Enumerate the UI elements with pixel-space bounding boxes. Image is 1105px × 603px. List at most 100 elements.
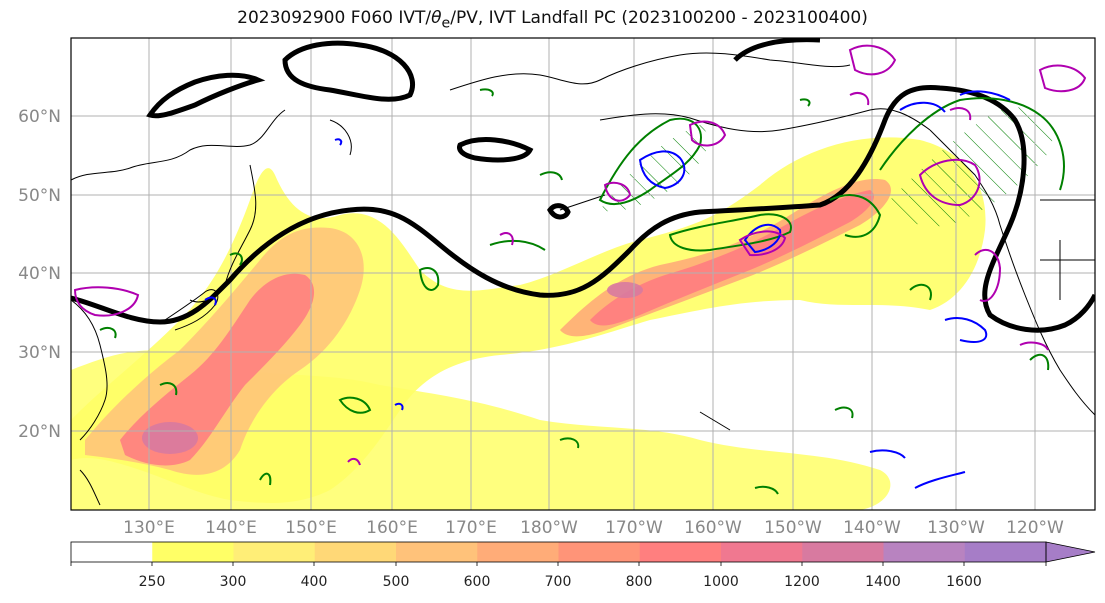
theta-e-contour-jet-entry [499,232,514,246]
lon-label: 150°E [285,518,337,538]
pv-neg-contour-east [944,317,988,343]
pv-contour-coast [879,97,1065,191]
lat-label: 40°N [18,264,61,284]
colorbar-label: 1400 [865,574,901,590]
theta-e-contour-arctic [1038,64,1087,93]
pv-contour-east [829,194,882,238]
lat-label: 50°N [18,186,61,206]
lon-label: 170°E [445,518,497,538]
colorbar: 250 300 400 500 600 700 800 1000 1200 14… [70,541,1096,590]
lon-label: 180°W [520,518,578,538]
ivt-region-pacific-max [607,282,643,298]
pv-contour-mexico [909,283,932,301]
colorbar-swatch [152,542,234,562]
pv-contour-west-4 [99,327,117,339]
lat-label: 20°N [18,422,61,442]
theta-e-contour-california [974,248,1002,302]
ivt-region-west-max [142,422,198,454]
colorbar-swatch [314,542,397,562]
coastline-east-china [71,299,108,441]
lon-label: 130°W [927,518,985,538]
colorbar-swatch [233,542,316,562]
coastline-alaska-north [449,52,851,91]
colorbar-ticks [70,562,1047,566]
jet-contour-small-eddy [547,203,571,220]
pv-contour-aleutians [539,171,563,181]
coastline-north-america [929,129,1095,416]
pv-contour-north-2 [799,98,811,107]
pv-contour-tropics-1 [338,396,372,414]
colorbar-swatch [396,542,478,562]
lon-label: 120°W [1006,518,1064,538]
theta-e-contour-west [73,286,140,317]
latitude-labels: 60°N 50°N 40°N 30°N 20°N [18,107,61,442]
theta-e-contour-west-coast [949,107,972,121]
colorbar-swatch [964,542,1047,562]
lon-label: 130°E [123,518,175,538]
colorbar-swatch [802,542,884,562]
lon-label: 170°W [605,518,663,538]
colorbar-frame [70,541,1047,563]
pv-neg-contour-tropics-1 [869,449,906,459]
map-title: 2023092900 F060 IVT/θe/PV, IVT Landfall … [237,8,868,32]
pv-neg-contour-jet [743,223,782,254]
colorbar-label: 1200 [784,574,820,590]
theta-e-contour-jet [738,230,787,257]
pv-contour-central-1 [418,267,440,291]
colorbar-label: 800 [626,574,653,590]
pv-neg-contour-tropics-2 [914,471,966,489]
colorbar-swatch [71,542,153,562]
theta-e-contour-gulf-of-alaska [849,92,870,106]
pv-contour-central-2 [489,239,546,251]
jet-contours [71,38,1095,333]
pv-negative-contours [204,90,1011,489]
map-frame [70,37,1096,511]
coastline-philippines [79,469,101,506]
colorbar-label: 600 [464,574,491,590]
coastline-hawaii [699,411,731,431]
coastline-canada-interior [1040,199,1095,300]
colorbar-label: 300 [220,574,247,590]
colorbar-swatch [639,542,722,562]
lon-label: 160°E [366,518,418,538]
ivt-region-west-core [120,273,315,466]
pv-neg-contour-central-2 [334,138,343,146]
coastline-alaska-south [599,108,931,133]
colorbar-extend-arrow [1045,541,1096,563]
colorbar-label: 250 [139,574,166,590]
jet-contour-polar [733,38,821,62]
lon-label: 140°W [843,518,901,538]
jet-contour-arctic [282,40,415,102]
colorbar-label: 500 [383,574,410,590]
pv-neg-contour-central-1 [394,402,404,411]
lat-label: 30°N [18,343,61,363]
gridlines [71,38,1095,510]
colorbar-swatch [721,542,803,562]
colorbar-swatch [883,542,966,562]
jet-contour-main [71,84,1095,333]
coastline-kamchatka [329,119,352,156]
theta-e-contour-east [1019,341,1049,351]
theta-e-contours [73,44,1087,466]
longitude-labels: 130°E 140°E 150°E 160°E 170°E 180°W 170°… [123,518,1064,538]
pv-contour-west-3 [229,252,243,266]
theta-e-contour-tropics [347,457,361,466]
lon-label: 140°E [205,518,257,538]
jet-contour-bering [457,137,534,163]
pv-neg-contour-west [204,296,217,306]
colorbar-label: 1000 [703,574,739,590]
colorbar-label: 400 [301,574,328,590]
pv-contour-tropics-4 [754,485,779,495]
pv-contour-west-2 [159,382,178,396]
colorbar-swatch [558,542,641,562]
ivt-region-pacific-core [590,190,874,326]
pv-contour-tropics-2 [559,437,580,449]
lon-label: 150°W [764,518,822,538]
colorbar-swatches [71,542,1047,562]
theta-e-contour-gulf [688,120,727,147]
lat-label: 60°N [18,107,61,127]
jet-contour-north-ridge [146,72,266,119]
hatch-region-coast [890,107,1053,227]
pv-contour-east-pacific [1029,353,1050,371]
lon-label: 160°W [684,518,742,538]
